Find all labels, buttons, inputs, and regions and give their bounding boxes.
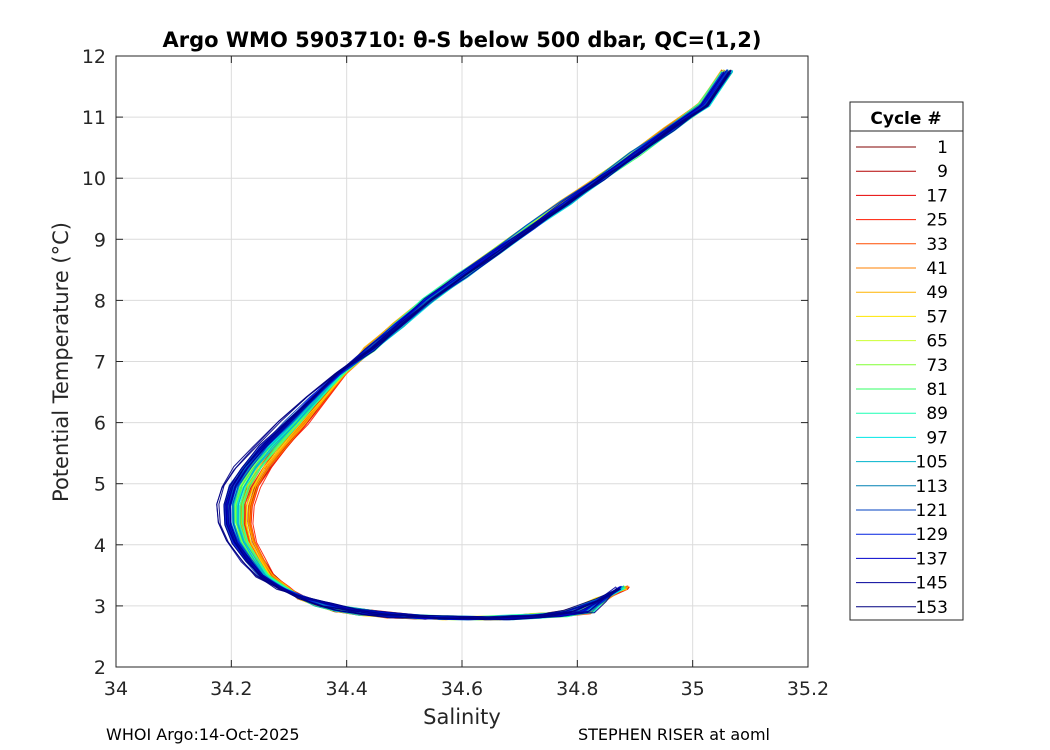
x-axis-label: Salinity — [423, 705, 501, 729]
legend-entry: 65 — [926, 332, 948, 352]
x-tick-label: 34.8 — [556, 678, 598, 700]
chart-title: Argo WMO 5903710: θ-S below 500 dbar, QC… — [163, 28, 762, 52]
x-tick-label: 34.2 — [210, 678, 252, 700]
x-axis-ticks: 34 34.2 34.4 34.6 34.8 35 35.2 — [104, 56, 829, 700]
legend-entry: 97 — [926, 428, 948, 448]
legend-entry: 25 — [926, 211, 948, 231]
y-tick-label: 3 — [94, 596, 106, 618]
profile-lines — [216, 69, 734, 621]
y-tick-label: 2 — [94, 657, 106, 679]
x-tick-label: 35 — [681, 678, 705, 700]
legend: Cycle # 1 9 17 25 33 41 49 57 65 73 81 89 97 105 113 12… — [849, 101, 964, 621]
footer-left: WHOI Argo:14-Oct-2025 — [106, 725, 300, 744]
x-tick-label: 34.4 — [326, 678, 368, 700]
legend-entry: 113 — [916, 477, 948, 497]
y-tick-label: 7 — [94, 352, 106, 374]
profile-line — [223, 69, 732, 620]
legend-title: Cycle # — [870, 109, 941, 129]
y-tick-label: 8 — [94, 290, 106, 312]
legend-entry: 89 — [926, 404, 948, 424]
legend-entry: 57 — [926, 307, 948, 327]
legend-entry: 73 — [926, 356, 948, 376]
legend-entry: 153 — [916, 598, 948, 618]
y-axis-label: Potential Temperature (°C) — [49, 222, 73, 502]
legend-entry: 17 — [926, 186, 948, 206]
y-tick-label: 9 — [94, 229, 106, 251]
legend-entry: 9 — [937, 162, 948, 182]
legend-entry: 145 — [916, 574, 948, 594]
legend-entry: 105 — [916, 453, 948, 473]
x-tick-label: 35.2 — [787, 678, 829, 700]
x-tick-label: 34.6 — [441, 678, 483, 700]
legend-entry: 81 — [926, 380, 948, 400]
x-tick-label: 34 — [104, 678, 128, 700]
legend-entry: 33 — [926, 235, 948, 255]
legend-box — [849, 101, 964, 621]
y-tick-label: 11 — [82, 107, 106, 129]
legend-entry: 49 — [926, 283, 948, 303]
legend-entry: 1 — [937, 138, 948, 158]
y-axis-ticks: 2 3 4 5 6 7 8 9 10 11 12 — [82, 46, 808, 679]
legend-entry: 121 — [916, 501, 948, 521]
profile-line — [216, 72, 730, 620]
legend-entry: 41 — [926, 259, 948, 279]
y-tick-label: 5 — [94, 474, 106, 496]
y-tick-label: 4 — [94, 535, 106, 557]
y-tick-label: 6 — [94, 413, 106, 435]
legend-entry: 137 — [916, 549, 948, 569]
y-tick-label: 10 — [82, 168, 106, 190]
y-tick-label: 12 — [82, 46, 106, 68]
legend-items: 1 9 17 25 33 41 49 57 65 73 81 89 97 105 113 121 129 137 1… — [856, 138, 948, 618]
legend-entry: 129 — [916, 525, 948, 545]
footer-right: STEPHEN RISER at aoml — [578, 725, 770, 744]
